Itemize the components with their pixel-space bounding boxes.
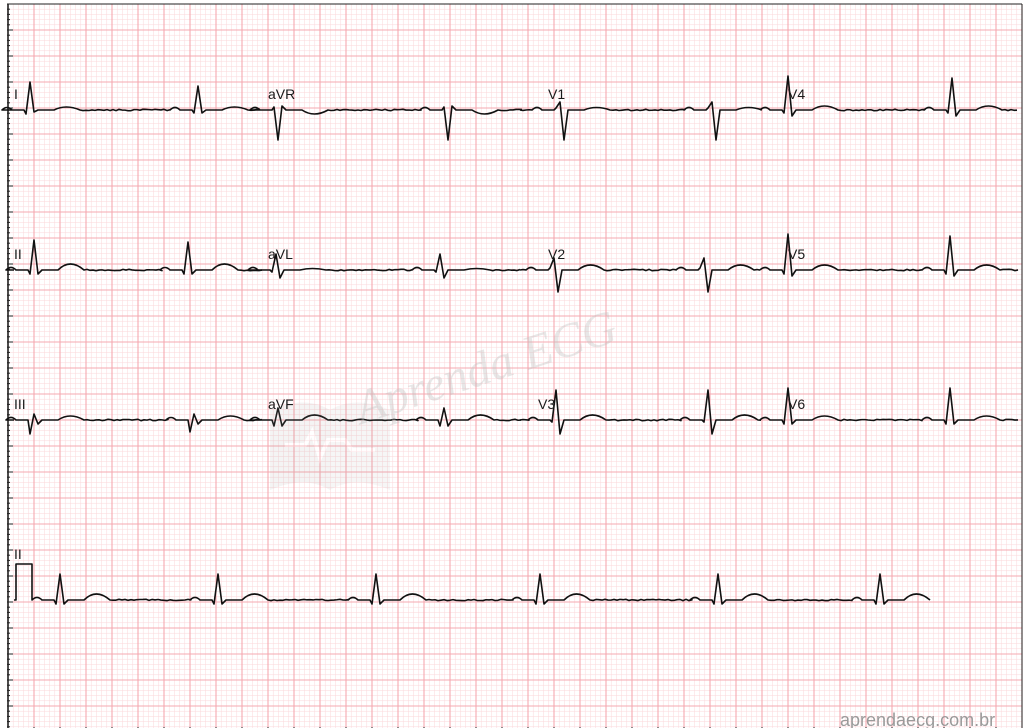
lead-label-aVR: aVR	[268, 86, 295, 102]
lead-label-V3: V3	[538, 396, 555, 412]
lead-label-V4: V4	[788, 86, 805, 102]
lead-label-I: I	[14, 86, 18, 102]
lead-label-V2: V2	[548, 246, 565, 262]
ecg-chart: Aprenda ECG IaVRV1V4IIaVLV2V5IIIaVFV3V6I…	[0, 0, 1024, 728]
ecg-trace-I	[2, 82, 260, 114]
lead-label-V5: V5	[788, 246, 805, 262]
lead-label-II: II	[14, 246, 22, 262]
ecg-trace-III	[6, 414, 262, 434]
lead-label-III: III	[14, 396, 26, 412]
footer-url: aprendaecg.com.br	[840, 710, 995, 728]
ecg-trace-V1	[520, 102, 762, 140]
ecg-trace-aVR	[250, 106, 522, 140]
ecg-traces	[0, 0, 1024, 728]
lead-label-rhythm-II: II	[14, 546, 22, 562]
lead-label-V6: V6	[788, 396, 805, 412]
lead-label-aVL: aVL	[268, 246, 293, 262]
ecg-trace-II	[6, 240, 262, 274]
ecg-trace-V3	[520, 390, 761, 434]
lead-label-aVF: aVF	[268, 396, 294, 412]
ecg-trace-V2	[520, 258, 760, 292]
ecg-trace-rhythm-II	[14, 564, 930, 604]
lead-label-V1: V1	[548, 86, 565, 102]
